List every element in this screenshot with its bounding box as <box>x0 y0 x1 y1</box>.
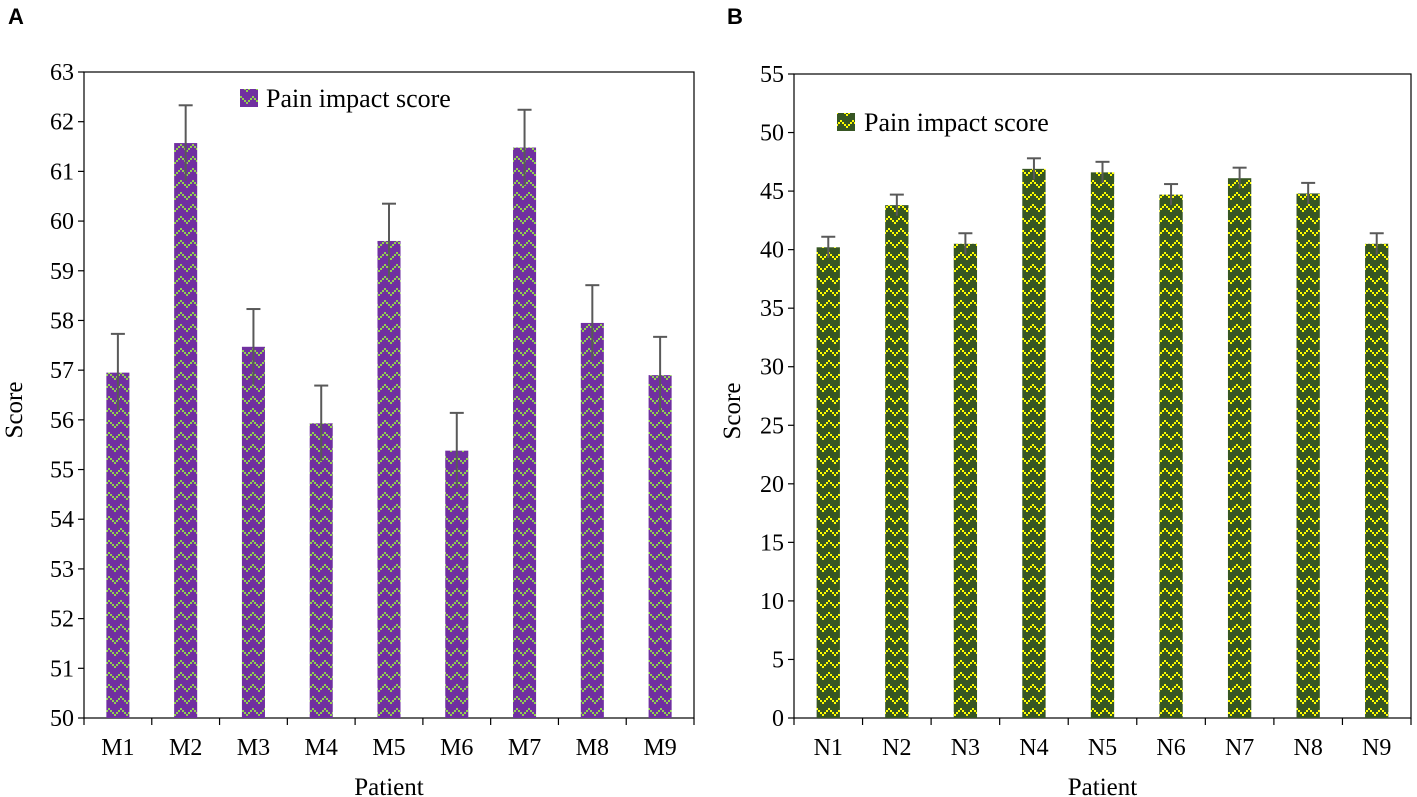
x-tick-label: N8 <box>1293 735 1322 761</box>
bar-n1 <box>816 247 840 718</box>
y-tick-label: 55 <box>50 458 74 484</box>
y-tick-label: 30 <box>760 355 784 381</box>
y-tick-label: 53 <box>50 557 74 583</box>
bar-m7 <box>513 147 537 719</box>
panel-letter: A <box>8 4 24 29</box>
y-tick-label: 40 <box>760 238 784 264</box>
panel-b: B 0 5 10 15 20 25 30 35 40 45 50 55 N1 N2 N3 N4 N5 N6 N7 N8 N… <box>719 4 1412 797</box>
bar-m2 <box>174 143 198 718</box>
legend-label: Pain impact score <box>266 84 451 113</box>
x-tick-label: M6 <box>440 735 473 761</box>
x-tick-label: M2 <box>169 735 202 761</box>
bar-m5 <box>377 240 401 718</box>
bar-m4 <box>309 423 333 718</box>
y-tick-label: 50 <box>50 706 74 732</box>
bar-m6 <box>445 450 469 718</box>
bar-m1 <box>106 372 130 718</box>
panel-a: A 50 51 52 53 54 55 56 57 58 59 60 61 62 63 M1 M2 M3 M4 M5 M… <box>1 4 695 797</box>
legend-label: Pain impact score <box>864 108 1049 137</box>
y-tick-label: 15 <box>760 530 784 556</box>
y-tick-label: 25 <box>760 413 784 439</box>
y-tick-label: 51 <box>50 656 74 682</box>
y-axis-title: Score <box>719 383 746 440</box>
y-tick-label: 62 <box>50 110 74 136</box>
bar-n3 <box>953 243 978 719</box>
y-tick-label: 61 <box>50 159 74 185</box>
panel-letter: B <box>727 4 743 29</box>
y-tick-label: 50 <box>760 121 784 147</box>
x-axis-title: Patient <box>1068 774 1137 797</box>
y-tick-label: 0 <box>772 706 784 732</box>
x-tick-label: M1 <box>101 735 134 761</box>
legend-swatch <box>240 89 258 107</box>
x-tick-label: M5 <box>372 735 405 761</box>
x-tick-label: M7 <box>508 735 541 761</box>
y-tick-label: 5 <box>772 647 784 673</box>
y-tick-label: 58 <box>50 308 74 334</box>
x-tick-label: N5 <box>1088 735 1117 761</box>
legend-swatch <box>837 113 855 131</box>
x-tick-label: M4 <box>305 735 338 761</box>
y-tick-label: 20 <box>760 472 784 498</box>
bar-n8 <box>1296 193 1320 718</box>
y-axis-title: Score <box>1 382 28 439</box>
y-tick-label: 10 <box>760 589 784 615</box>
x-tick-label: N9 <box>1362 735 1391 761</box>
y-tick-label: 60 <box>50 209 74 235</box>
bar-n7 <box>1227 178 1252 718</box>
bar-n5 <box>1090 172 1115 718</box>
x-tick-label: N2 <box>882 735 911 761</box>
x-tick-label: M9 <box>643 735 676 761</box>
y-tick-label: 57 <box>50 358 74 384</box>
y-tick-label: 63 <box>50 60 74 86</box>
y-tick-label: 59 <box>50 259 74 285</box>
x-tick-label: M3 <box>237 735 270 761</box>
y-tick-label: 35 <box>760 296 784 322</box>
y-tick-label: 52 <box>50 607 74 633</box>
x-tick-label: N7 <box>1225 735 1254 761</box>
x-tick-label: N3 <box>951 735 980 761</box>
x-tick-label: N4 <box>1019 735 1048 761</box>
y-tick-label: 56 <box>50 408 74 434</box>
bar-n9 <box>1365 243 1389 719</box>
bar-n6 <box>1159 194 1183 718</box>
y-tick-label: 45 <box>760 179 784 205</box>
bar-n4 <box>1022 168 1046 719</box>
y-tick-label: 54 <box>50 507 74 533</box>
bar-n2 <box>885 205 909 718</box>
bar-m3 <box>241 346 265 718</box>
bar-m9 <box>648 375 672 718</box>
y-tick-label: 55 <box>760 62 784 88</box>
bar-m8 <box>580 322 604 718</box>
x-tick-label: M8 <box>576 735 609 761</box>
x-tick-label: N6 <box>1156 735 1185 761</box>
x-tick-label: N1 <box>814 735 843 761</box>
x-axis-title: Patient <box>354 774 423 797</box>
